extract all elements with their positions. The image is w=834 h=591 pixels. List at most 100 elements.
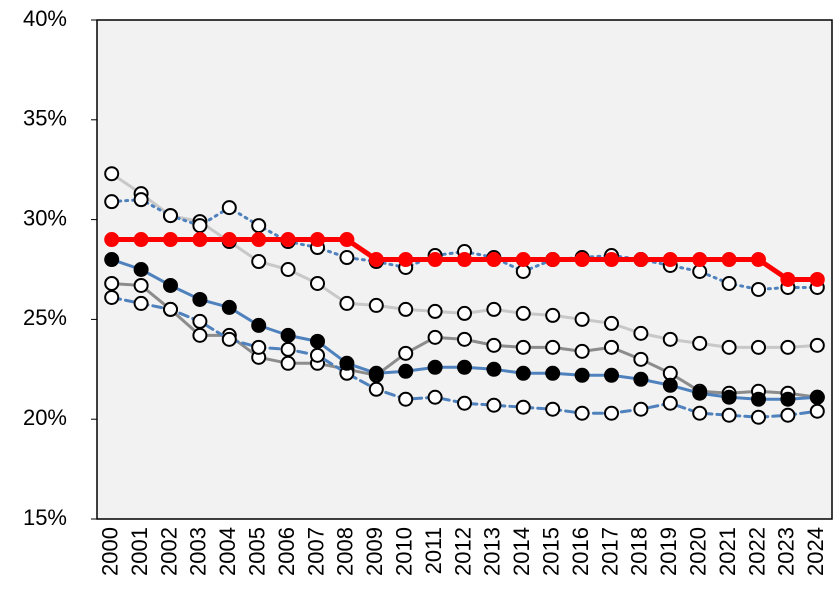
data-point (633, 371, 649, 387)
data-point (310, 232, 325, 248)
data-point (604, 252, 619, 268)
data-point (692, 385, 708, 401)
data-point (515, 365, 531, 381)
x-tick-label: 2004 (215, 527, 240, 576)
x-tick-label: 2020 (686, 527, 711, 576)
data-point (251, 254, 267, 270)
data-point (751, 252, 766, 268)
y-tick-label: 30% (23, 205, 67, 230)
x-tick-label: 2017 (597, 527, 622, 576)
data-point (221, 331, 237, 347)
data-point (604, 405, 619, 421)
data-point (574, 343, 590, 359)
data-point (751, 281, 766, 297)
data-point (486, 397, 502, 413)
data-point (515, 339, 531, 355)
data-point (662, 377, 678, 393)
data-point (662, 331, 678, 347)
x-tick-label: 2016 (568, 527, 593, 576)
data-point (192, 327, 208, 343)
data-point (545, 339, 561, 355)
data-point (398, 363, 414, 379)
data-point (574, 405, 590, 421)
x-tick-label: 2006 (274, 527, 299, 576)
data-point (515, 252, 531, 268)
data-point (545, 307, 561, 323)
data-point (457, 395, 472, 411)
data-point (104, 194, 120, 210)
data-point (221, 200, 237, 216)
plot-area (96, 19, 833, 520)
data-point (427, 329, 443, 345)
data-point (104, 232, 120, 248)
data-point (633, 252, 649, 268)
data-point (574, 367, 590, 383)
x-tick-label: 2011 (421, 527, 446, 574)
data-point (133, 232, 149, 248)
data-point (751, 339, 766, 355)
data-point (692, 405, 708, 421)
data-point (633, 325, 649, 341)
x-tick-label: 2001 (127, 527, 152, 576)
data-point (163, 232, 178, 248)
x-tick-label: 2023 (774, 527, 799, 576)
data-point (780, 407, 796, 423)
data-point (515, 305, 531, 321)
data-point (780, 339, 796, 355)
data-point (427, 389, 443, 405)
data-point (192, 291, 208, 307)
data-point (280, 355, 296, 371)
data-point (310, 333, 325, 349)
data-point (251, 218, 267, 234)
data-point (809, 403, 825, 419)
data-point (751, 409, 766, 425)
data-point (133, 192, 149, 208)
data-point (339, 250, 355, 266)
y-tick-label: 40% (23, 6, 67, 31)
data-point (163, 301, 178, 317)
data-point (398, 252, 414, 268)
data-point (486, 337, 502, 353)
data-point (809, 271, 825, 287)
data-point (751, 391, 766, 407)
data-point (633, 401, 649, 417)
data-point (780, 271, 796, 287)
data-point (280, 232, 296, 248)
data-point (427, 359, 443, 375)
data-point (545, 365, 561, 381)
data-point (545, 401, 561, 417)
data-point (104, 289, 120, 305)
data-point (545, 252, 561, 268)
x-tick-label: 2005 (245, 527, 270, 576)
data-point (574, 252, 590, 268)
data-point (221, 232, 237, 248)
x-tick-label: 2009 (362, 527, 387, 576)
data-point (339, 232, 355, 248)
data-point (310, 347, 325, 363)
data-point (310, 275, 325, 291)
data-point (721, 339, 737, 355)
data-point (251, 339, 267, 355)
x-tick-label: 2000 (98, 527, 123, 576)
data-point (662, 395, 678, 411)
x-tick-label: 2021 (715, 527, 740, 576)
x-tick-label: 2013 (480, 527, 505, 576)
data-point (780, 391, 796, 407)
data-point (721, 389, 737, 405)
data-point (427, 252, 443, 268)
data-point (633, 351, 649, 367)
x-tick-label: 2012 (450, 527, 475, 576)
y-tick-label: 25% (23, 305, 67, 330)
data-point (280, 327, 296, 343)
data-point (133, 295, 149, 311)
data-point (515, 399, 531, 415)
data-point (486, 301, 502, 317)
data-point (457, 305, 472, 321)
data-point (192, 232, 208, 248)
data-point (692, 335, 708, 351)
data-point (163, 208, 178, 224)
x-tick-label: 2024 (803, 527, 828, 576)
x-tick-label: 2008 (333, 527, 358, 576)
data-point (368, 252, 384, 268)
